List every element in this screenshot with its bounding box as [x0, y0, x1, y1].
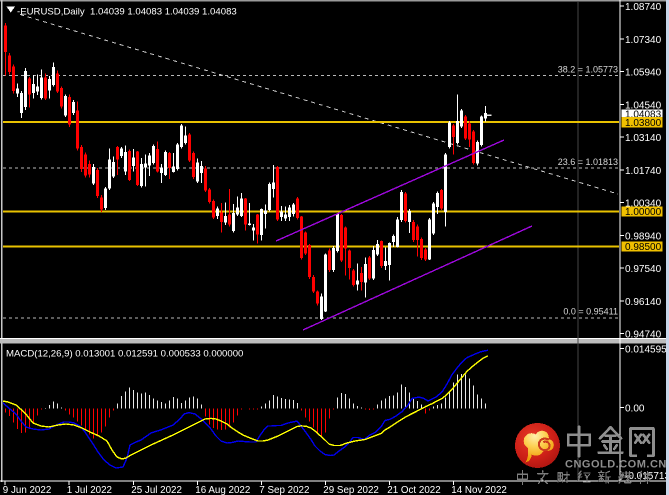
svg-text:-EURUSD,Daily 1.04039 1.04083: -EURUSD,Daily 1.04039 1.04083 1.04039 1.… — [17, 7, 237, 18]
svg-text:1.03140: 1.03140 — [625, 133, 662, 144]
svg-text:0.94740: 0.94740 — [625, 330, 662, 341]
svg-text:29 Sep 2022: 29 Sep 2022 — [323, 485, 379, 495]
svg-text:1.01740: 1.01740 — [625, 166, 662, 177]
svg-text:21 Oct 2022: 21 Oct 2022 — [387, 485, 440, 495]
svg-text:16 Aug 2022: 16 Aug 2022 — [195, 485, 250, 495]
svg-text:1.08740: 1.08740 — [625, 2, 662, 13]
svg-text:1.07340: 1.07340 — [625, 35, 662, 46]
svg-text:1 Jul 2022: 1 Jul 2022 — [67, 485, 112, 495]
svg-text:25 Jul 2022: 25 Jul 2022 — [131, 485, 182, 495]
svg-text:23.6 = 1.01813: 23.6 = 1.01813 — [558, 157, 618, 167]
svg-text:0.98500: 0.98500 — [625, 242, 662, 253]
svg-text:7 Sep 2022: 7 Sep 2022 — [259, 485, 309, 495]
svg-text:1.04083: 1.04083 — [625, 110, 662, 121]
svg-text:0.0 = 0.95411: 0.0 = 0.95411 — [563, 307, 618, 317]
svg-text:MACD(12,26,9) 0.013001 0.01259: MACD(12,26,9) 0.013001 0.012591 0.000533… — [6, 349, 243, 360]
svg-text:1.00000: 1.00000 — [625, 207, 662, 218]
svg-text:0.96140: 0.96140 — [625, 297, 662, 308]
svg-text:0.98940: 0.98940 — [625, 231, 662, 242]
svg-text:1.03800: 1.03800 — [625, 118, 662, 129]
svg-text:1.05940: 1.05940 — [625, 68, 662, 79]
svg-text:CNGOLD.COM.CN: CNGOLD.COM.CN — [565, 459, 667, 471]
svg-text:1.04540: 1.04540 — [625, 100, 662, 111]
svg-text:0.97540: 0.97540 — [625, 264, 662, 275]
svg-text:38.2 = 1.05773: 38.2 = 1.05773 — [558, 65, 618, 75]
svg-text:9 Jun 2022: 9 Jun 2022 — [3, 485, 51, 495]
svg-text:14 Nov 2022: 14 Nov 2022 — [451, 485, 507, 495]
svg-text:0.00: 0.00 — [625, 404, 645, 415]
svg-text:0.014595: 0.014595 — [625, 344, 667, 355]
svg-text:1.00340: 1.00340 — [625, 199, 662, 210]
